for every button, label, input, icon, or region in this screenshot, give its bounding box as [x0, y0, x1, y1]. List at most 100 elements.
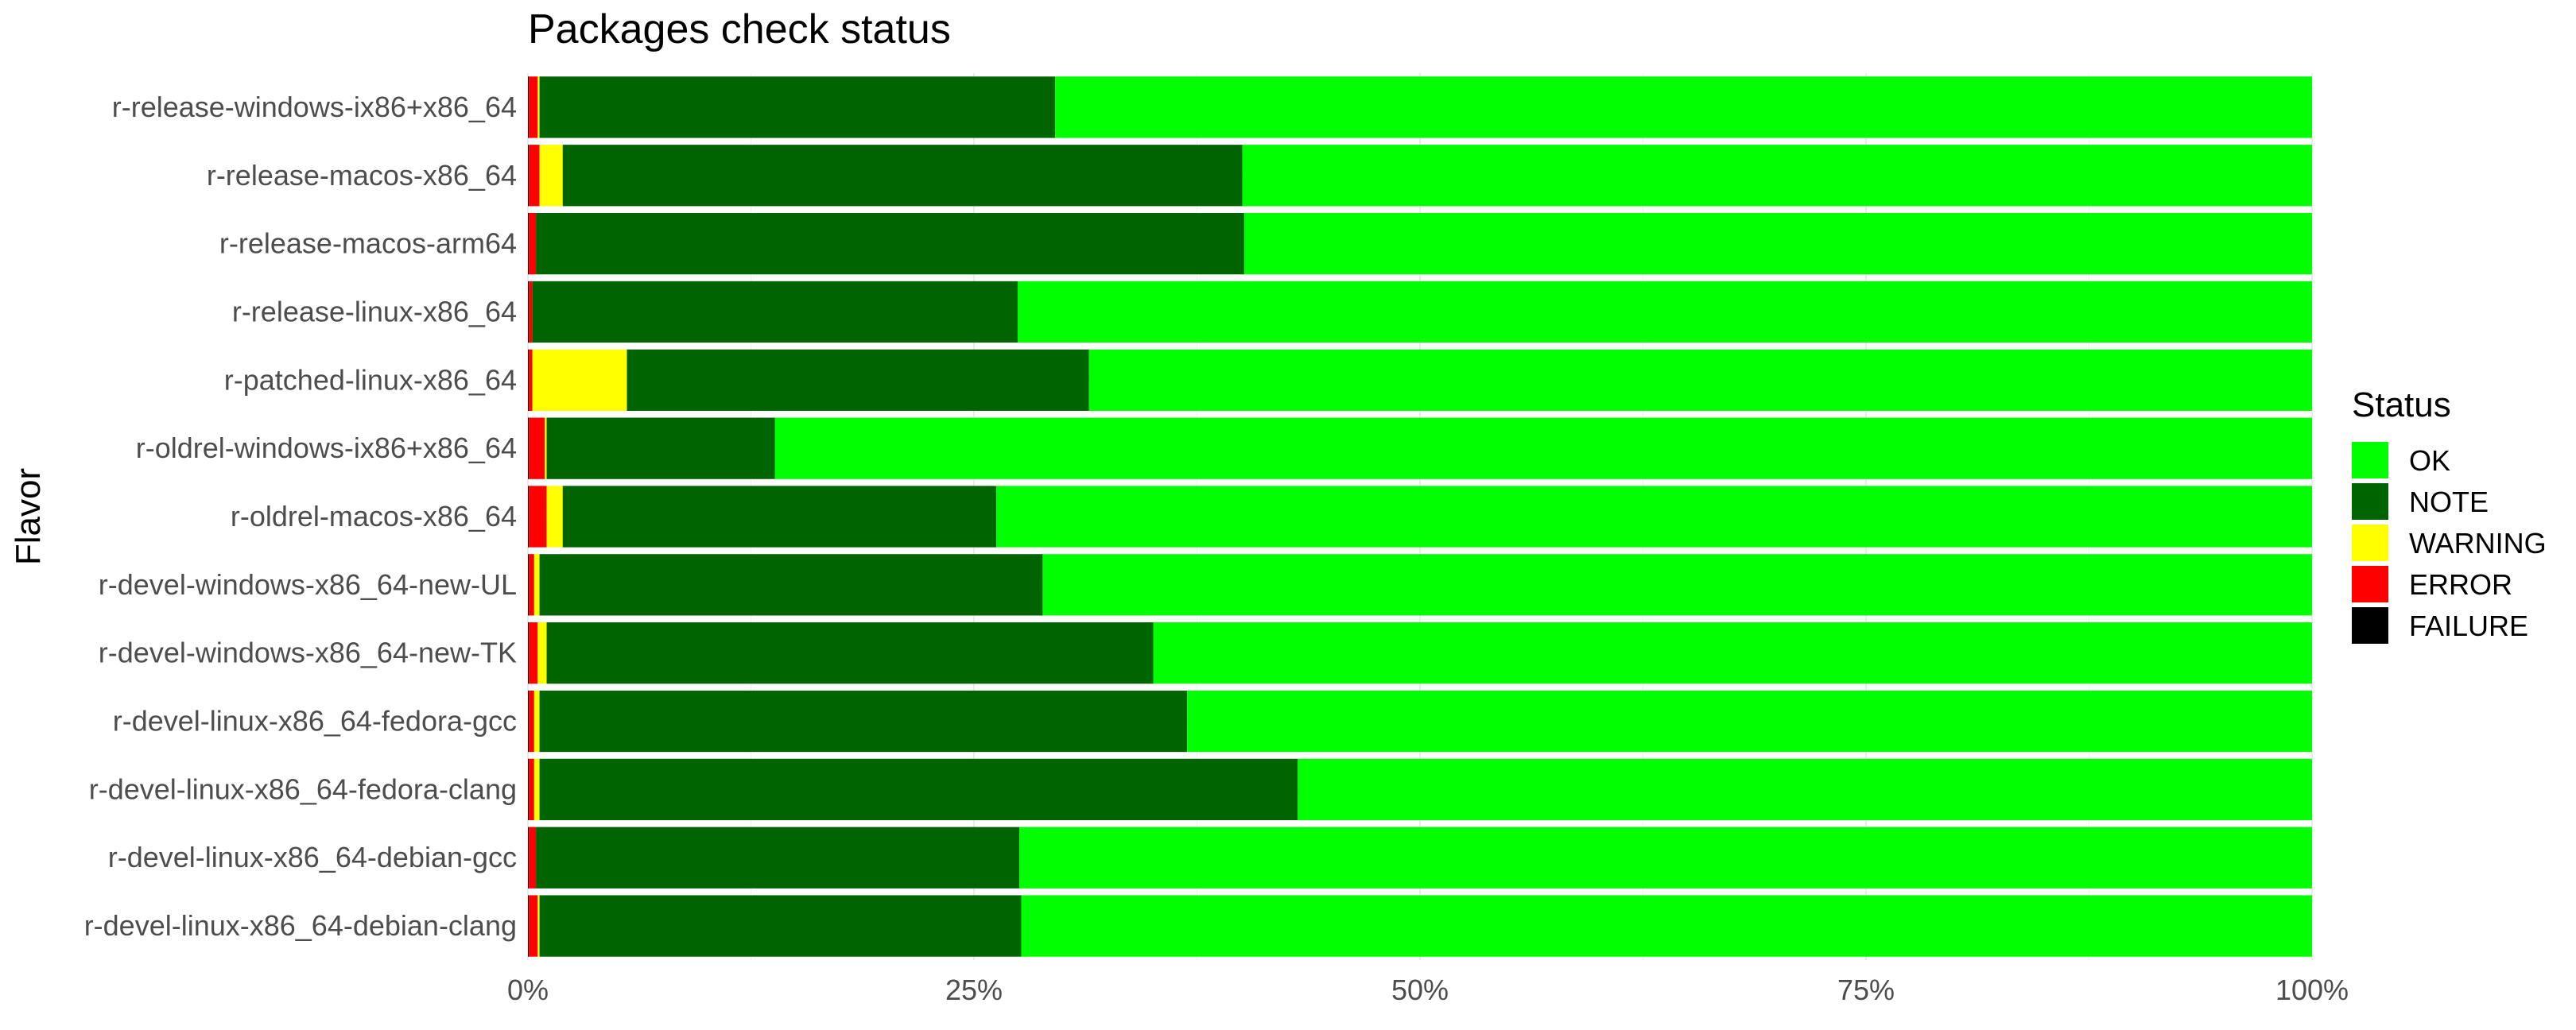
legend-item: FAILURE [2352, 607, 2528, 644]
bar-segment-error [529, 895, 538, 957]
bar-row [528, 76, 2312, 138]
bar-segment-failure [528, 349, 530, 411]
bar-segment-warning [533, 690, 540, 753]
chart-title: Packages check status [528, 6, 951, 52]
bar-segment-warning [546, 486, 563, 548]
bar-segment-warning [537, 895, 540, 957]
legend-label: NOTE [2409, 486, 2489, 518]
bar-segment-note [539, 554, 1043, 616]
bar-segment-warning [539, 145, 563, 207]
bar-segment-error [529, 145, 540, 207]
bar-segment-ok [1187, 690, 2312, 753]
bar-segment-ok [774, 417, 2313, 479]
legend-item: WARNING [2352, 525, 2547, 561]
y-tick-label: r-devel-linux-x86_64-fedora-clang [89, 772, 517, 805]
y-tick-label: r-patched-linux-x86_64 [224, 363, 517, 396]
bar-segment-error [529, 76, 538, 138]
bar-segment-failure [528, 212, 530, 275]
bar-segment-ok [996, 486, 2312, 548]
x-tick-label: 75% [1837, 974, 1895, 1006]
bar-segment-note [539, 690, 1188, 753]
bar-segment-warning [532, 349, 627, 411]
x-tick-label: 50% [1391, 974, 1449, 1006]
x-tick-labels: 0% 25% 50% 75% 100% [507, 974, 2349, 1006]
bar-segment-warning [537, 76, 540, 138]
bar-segment-error [529, 554, 534, 616]
bar-row [528, 486, 2312, 548]
legend-label: ERROR [2409, 568, 2512, 601]
y-tick-label: r-oldrel-macos-x86_64 [231, 500, 517, 532]
bar-row [528, 281, 2312, 343]
bar-segment-failure [528, 554, 530, 616]
bar-segment-failure [528, 417, 530, 479]
bar-segment-note [627, 349, 1089, 411]
legend-swatch [2352, 607, 2388, 644]
bar-segment-note [539, 758, 1298, 821]
bar-row [528, 690, 2312, 753]
bar-segment-failure [528, 486, 530, 548]
bar-segment-warning [545, 417, 547, 479]
bar-segment-failure [528, 895, 530, 957]
bar-row [528, 895, 2312, 957]
bar-segment-ok [1153, 622, 2312, 684]
bar-segment-error [529, 212, 537, 275]
x-tick-label: 0% [507, 974, 549, 1006]
bar-segment-error [529, 281, 533, 343]
legend-item: NOTE [2352, 483, 2489, 520]
legend-swatch [2352, 483, 2388, 520]
y-tick-label: r-release-macos-arm64 [219, 227, 517, 260]
y-axis-label: Flavor [9, 468, 48, 565]
y-tick-label: r-devel-windows-x86_64-new-TK [99, 637, 517, 669]
bar-segment-ok [1242, 145, 2312, 207]
bar-segment-note [539, 76, 1056, 138]
bar-segment-failure [528, 827, 530, 889]
legend: Status OK NOTE WARNING ERROR FAILURE [2352, 385, 2547, 644]
legend-label: FAILURE [2409, 610, 2528, 642]
legend-item: ERROR [2352, 566, 2512, 602]
bar-row [528, 554, 2312, 616]
bar-segment-error [529, 417, 545, 479]
bar-segment-warning [533, 758, 540, 821]
y-tick-label: r-oldrel-windows-ix86+x86_64 [136, 432, 517, 464]
bar-segment-failure [528, 281, 530, 343]
y-tick-labels: r-release-windows-ix86+x86_64 r-release-m… [84, 91, 517, 942]
bar-segment-failure [528, 145, 530, 207]
y-tick-label: r-release-linux-x86_64 [232, 295, 517, 327]
bar-row [528, 827, 2312, 889]
y-tick-label: r-devel-linux-x86_64-debian-clang [84, 909, 517, 942]
bar-segment-warning [533, 554, 540, 616]
bar-segment-ok [1243, 212, 2312, 275]
y-tick-label: r-devel-windows-x86_64-new-UL [99, 568, 517, 601]
bar-segment-ok [1042, 554, 2312, 616]
bar-segment-note [536, 827, 1020, 889]
y-tick-label: r-release-macos-x86_64 [207, 159, 517, 192]
bar-segment-ok [1019, 827, 2312, 889]
bar-segment-ok [1088, 349, 2312, 411]
bar-segment-failure [528, 758, 530, 821]
bar-row [528, 758, 2312, 821]
bar-row [528, 212, 2312, 275]
bar-segment-note [536, 212, 1244, 275]
legend-swatch [2352, 566, 2388, 602]
legend-items: OK NOTE WARNING ERROR FAILURE [2352, 442, 2547, 644]
bar-segment-error [529, 758, 534, 821]
bar-segment-note [562, 486, 997, 548]
bar-segment-note [539, 895, 1022, 957]
bar-segment-note [546, 417, 775, 479]
bar-row [528, 622, 2312, 684]
bar-segment-ok [1298, 758, 2312, 821]
legend-swatch [2352, 525, 2388, 561]
x-tick-label: 100% [2275, 974, 2349, 1006]
bar-row [528, 417, 2313, 479]
bar-segment-ok [1021, 895, 2312, 957]
bar-segment-note [562, 145, 1243, 207]
legend-item: OK [2352, 442, 2450, 478]
bar-segment-error [529, 622, 538, 684]
bar-segment-failure [528, 622, 530, 684]
y-tick-label: r-devel-linux-x86_64-debian-gcc [108, 841, 517, 873]
bar-segment-error [529, 690, 534, 753]
bar-segment-error [529, 349, 533, 411]
legend-label: WARNING [2409, 527, 2547, 560]
y-tick-label: r-devel-linux-x86_64-fedora-gcc [113, 705, 517, 738]
